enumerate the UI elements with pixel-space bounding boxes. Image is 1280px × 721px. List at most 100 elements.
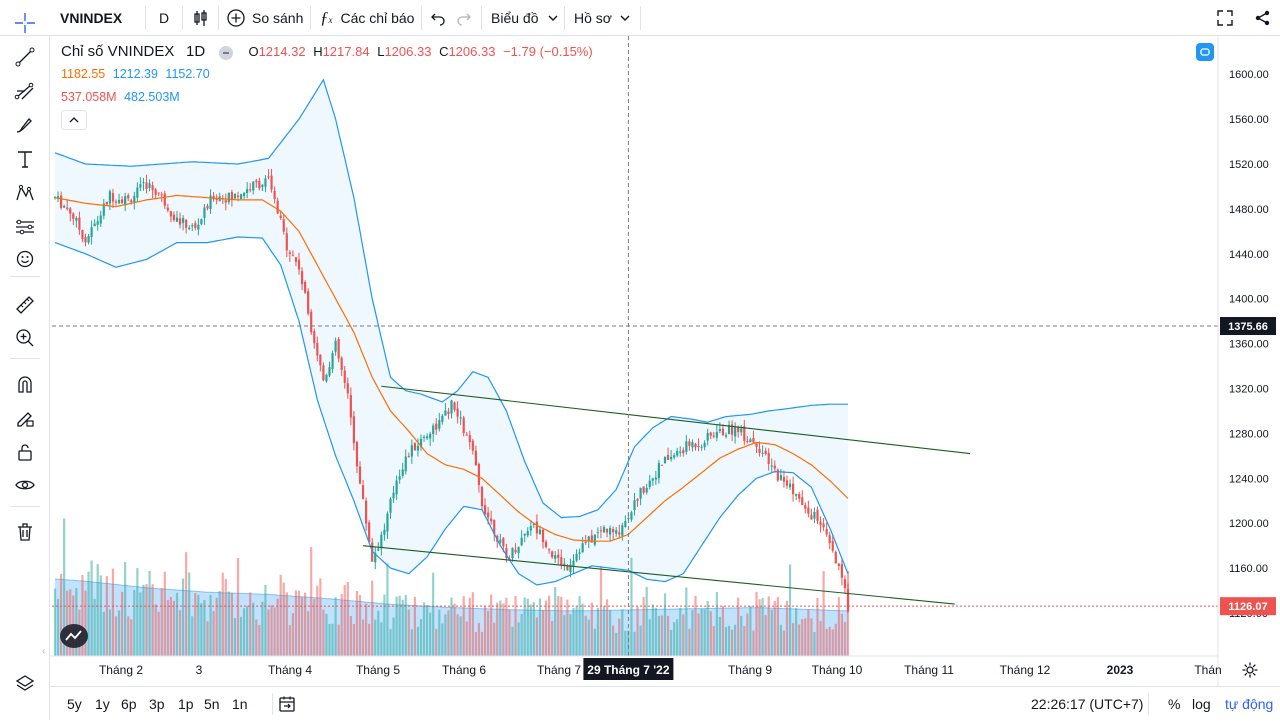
trend-line[interactable] [362, 545, 955, 605]
fullscreen-icon[interactable] [1216, 0, 1234, 36]
volume-bar [249, 592, 252, 656]
volume-legend[interactable]: 537.058M 482.503M [61, 90, 180, 104]
candle [813, 507, 816, 524]
price-tick-label: 1480.00 [1229, 204, 1269, 216]
candle [389, 497, 392, 519]
candle [148, 179, 151, 192]
volume-bar [371, 580, 374, 656]
emoji-icon[interactable] [12, 246, 38, 272]
bollinger-legend[interactable]: 1182.55 1212.39 1152.70 [61, 67, 210, 81]
candle [429, 431, 432, 446]
percent-toggle[interactable]: % [1168, 696, 1181, 712]
prediction-icon[interactable] [12, 214, 38, 240]
range-button-1n[interactable]: 1n [232, 696, 248, 712]
auto-scale-toggle[interactable]: tự động [1225, 696, 1274, 712]
time-tick-label: 2023 [1107, 663, 1134, 677]
trash-icon[interactable] [12, 519, 38, 545]
volume-bar [691, 610, 694, 656]
indicators-button[interactable]: ƒx Các chỉ báo [320, 0, 414, 36]
zoom-in-icon[interactable] [12, 325, 38, 351]
candle [630, 510, 633, 522]
range-button-1p[interactable]: 1p [178, 696, 194, 712]
lock-drawing-icon[interactable] [12, 405, 38, 431]
ruler-icon[interactable] [12, 292, 38, 318]
volume-bar [721, 605, 725, 656]
candle [182, 215, 185, 231]
undo-icon[interactable] [430, 0, 446, 36]
candle [761, 445, 764, 457]
candle [465, 431, 468, 436]
candle [352, 411, 355, 451]
profile-dropdown[interactable]: Hồ sơ [574, 0, 632, 36]
eye-icon[interactable] [12, 472, 38, 498]
settings-gear-icon[interactable] [1241, 661, 1259, 679]
volume-bar [355, 591, 359, 656]
candle [493, 519, 496, 542]
range-button-5y[interactable]: 5y [67, 696, 82, 712]
symbol-search[interactable]: VNINDEX [60, 10, 123, 26]
volume-bar [602, 606, 606, 656]
candle [785, 475, 789, 489]
candle [444, 402, 447, 416]
brush-icon[interactable] [12, 112, 38, 138]
volume-bar [279, 574, 282, 656]
volume-bar [459, 616, 462, 656]
volume-bar [758, 599, 761, 656]
price-chart[interactable]: 1600.00 1560.00 1520.00 1480.00 1440.00 1400.… [0, 0, 1280, 686]
candle [395, 475, 398, 500]
candle [300, 267, 304, 291]
collapse-legend-button[interactable] [61, 110, 87, 130]
volume-bar [581, 603, 584, 656]
candle [648, 474, 651, 490]
candle [261, 184, 264, 192]
volume-bar [294, 590, 298, 656]
volume-bar [398, 595, 401, 656]
candle [636, 498, 639, 507]
volume-bar [154, 604, 157, 656]
trend-line-icon[interactable] [12, 44, 38, 70]
candle [651, 477, 654, 486]
candle [581, 536, 584, 553]
volume-bar [548, 595, 551, 656]
volume-bar [724, 626, 728, 656]
volume-bar [743, 625, 746, 656]
time-tick-label: Tháng 6 [442, 663, 486, 677]
candles-icon[interactable] [192, 0, 210, 36]
candle [523, 533, 526, 543]
candle [447, 407, 450, 420]
unlock-icon[interactable] [12, 439, 38, 465]
clock-display[interactable]: 22:26:17 (UTC+7) [1031, 696, 1144, 712]
sync-icon[interactable] [1196, 43, 1214, 61]
candle [441, 413, 444, 425]
interval-button[interactable]: D [159, 10, 170, 26]
trend-line[interactable] [381, 385, 971, 455]
compare-button[interactable]: So sánh [226, 0, 303, 36]
layers-icon[interactable] [12, 671, 38, 697]
range-button-3p[interactable]: 3p [149, 696, 165, 712]
volume-bar [261, 601, 264, 656]
text-tool-icon[interactable] [12, 146, 38, 172]
candle [709, 431, 712, 440]
redo-icon[interactable] [456, 0, 472, 36]
candle [676, 447, 679, 458]
crosshair-icon[interactable] [12, 10, 38, 36]
range-button-5n[interactable]: 5n [204, 696, 220, 712]
magnet-icon[interactable] [12, 371, 38, 397]
date-range-icon[interactable] [278, 687, 296, 721]
chart-type-dropdown[interactable]: Biểu đồ [491, 0, 560, 36]
volume-bar [514, 596, 517, 656]
pattern-icon[interactable] [12, 180, 38, 206]
price-tick-label: 1440.00 [1229, 249, 1269, 261]
share-icon[interactable] [1254, 0, 1272, 36]
volume-bar [380, 622, 383, 656]
range-button-1y[interactable]: 1y [95, 696, 110, 712]
bollinger-upper-line [54, 78, 848, 519]
tradingview-logo[interactable] [59, 623, 89, 649]
volume-bar [246, 605, 249, 656]
volume-bar [297, 590, 301, 656]
fib-tool-icon[interactable] [12, 78, 38, 104]
scroll-left-icon[interactable]: ‹ [42, 646, 46, 657]
log-toggle[interactable]: log [1192, 696, 1211, 712]
candle [804, 502, 807, 514]
range-button-6p[interactable]: 6p [121, 696, 137, 712]
